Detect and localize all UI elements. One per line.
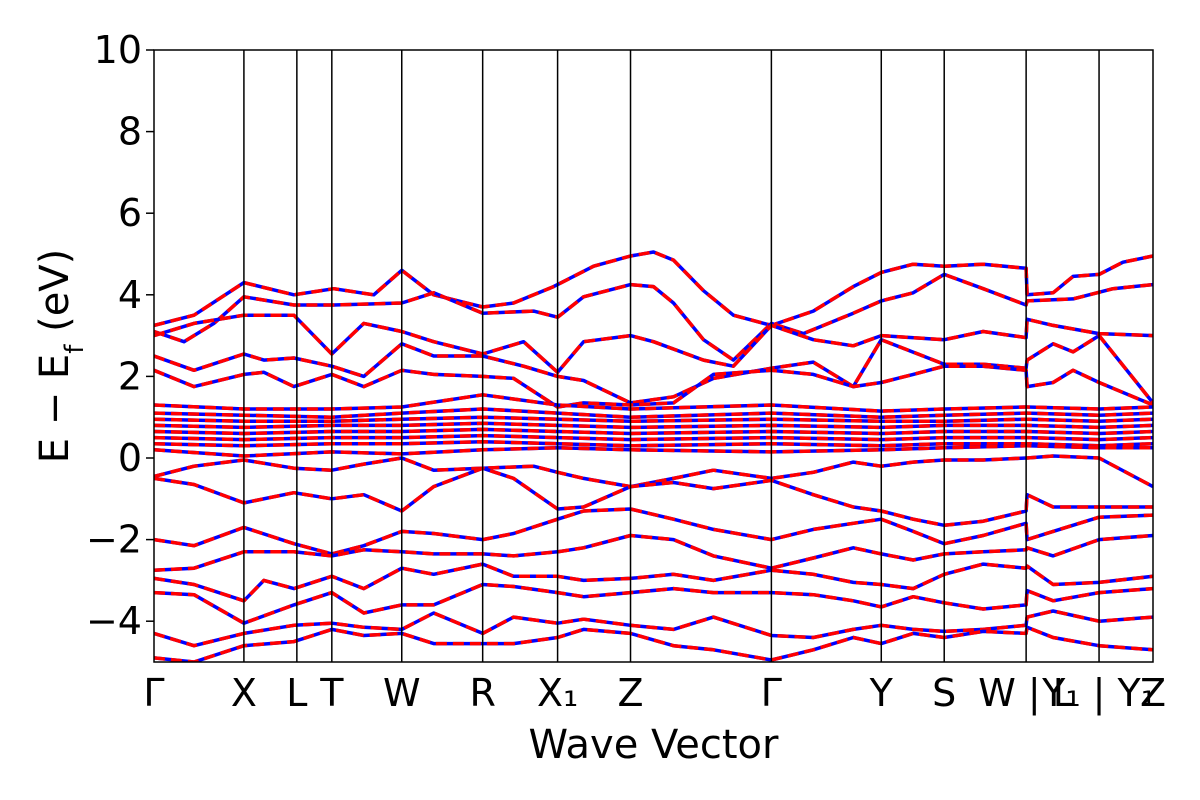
y-tick-label: 2	[118, 354, 142, 398]
y-tick-label: 8	[118, 110, 142, 154]
band-dashed-2	[154, 313, 1153, 375]
y-tick-label: 6	[118, 191, 142, 235]
band-dashed-18	[154, 582, 1153, 625]
y-tick-label: 4	[118, 273, 142, 317]
x-tick-label: Y	[869, 671, 894, 715]
x-axis-label: Wave Vector	[529, 722, 780, 768]
x-tick-label: Γ	[761, 671, 782, 715]
x-axis-ticks: Γ X L T W R X₁ Z Γ Y S W | LY₁ | Y₁Z	[143, 671, 1166, 716]
band-dashed-1	[154, 272, 1153, 362]
y-tick-label: 0	[118, 436, 142, 480]
y-axis-label-unit: (eV)	[32, 249, 78, 345]
band-dashed-5	[154, 393, 1153, 413]
band-dashed-6	[154, 407, 1153, 419]
band-dashed-17	[154, 562, 1153, 603]
plot-frame	[153, 49, 1154, 663]
y-axis-label-subscript: f	[60, 344, 90, 354]
y-axis-ticks: −4 −2 0 2 4 6 8 10	[86, 28, 154, 643]
x-tick-label: Γ	[143, 671, 164, 715]
x-tick-label: X₁	[537, 671, 578, 715]
band-solid-18	[154, 582, 1153, 625]
y-axis-label: E − Ef (eV)	[32, 249, 90, 464]
band-dashed-9	[154, 427, 1153, 436]
x-tick-label: R	[469, 671, 495, 715]
band-dashed-15	[154, 507, 1153, 556]
x-tick-label: X	[231, 671, 257, 715]
high-symmetry-lines	[243, 50, 1100, 662]
band-dashed-16	[154, 533, 1153, 572]
band-solid-17	[154, 562, 1153, 603]
band-dashed-7	[154, 415, 1153, 424]
x-tick-label: L	[286, 671, 307, 715]
x-tick-label: Z	[1140, 671, 1166, 715]
band-dashed-12	[154, 444, 1153, 458]
band-dashed-19	[154, 609, 1153, 648]
band-dashed-3	[154, 333, 1153, 405]
x-tick-label: Y₁ | Y₁	[1041, 671, 1156, 716]
x-tick-label: T	[319, 671, 344, 715]
band-dashed-11	[154, 439, 1153, 448]
band-lines	[154, 250, 1153, 662]
y-tick-label: 10	[94, 28, 142, 72]
y-axis-label-main: E − E	[32, 354, 78, 464]
band-dashed-14	[154, 466, 1153, 528]
band-dashed-20	[154, 625, 1153, 662]
x-tick-label: Z	[617, 671, 643, 715]
x-tick-label: W	[383, 671, 421, 715]
band-dashed-8	[154, 421, 1153, 430]
band-dashed-13	[154, 454, 1153, 489]
band-dashed-0	[154, 250, 1153, 328]
band-dashed-4	[154, 364, 1153, 409]
x-tick-label: W | L	[978, 671, 1074, 716]
band-solid-13	[154, 454, 1153, 489]
y-tick-label: −2	[86, 518, 142, 562]
y-tick-label: −4	[86, 599, 142, 643]
x-tick-label: S	[932, 671, 956, 715]
band-dashed-10	[154, 433, 1153, 442]
